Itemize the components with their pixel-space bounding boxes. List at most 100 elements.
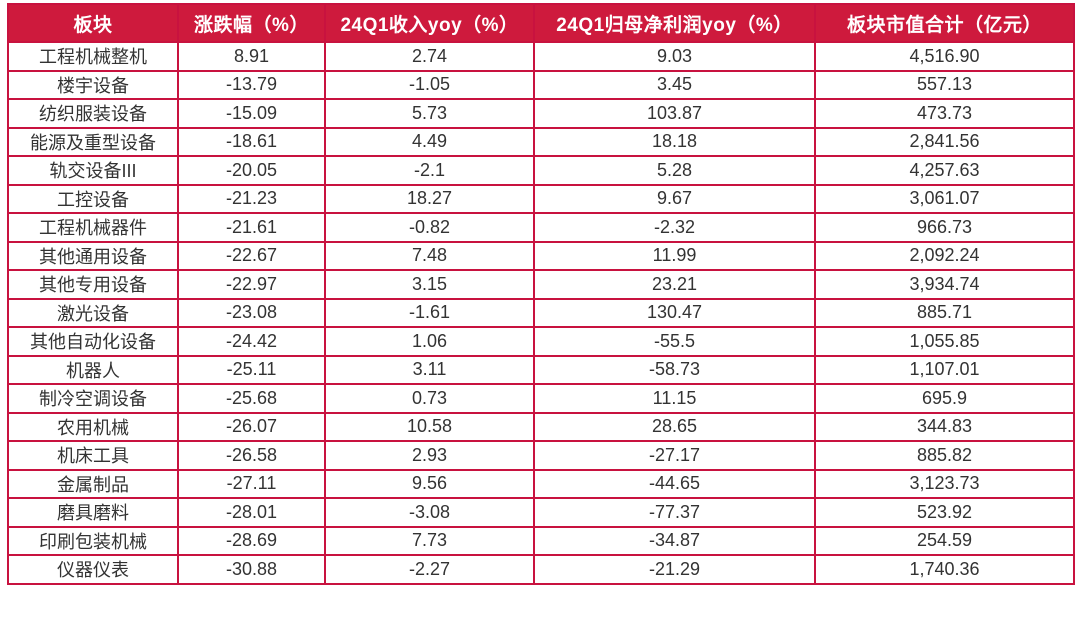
cell-revenue-yoy: 0.73 — [324, 383, 535, 414]
table-row: 激光设备 -23.08 -1.61 130.47 885.71 — [7, 297, 1075, 328]
cell-sector: 楼宇设备 — [7, 69, 179, 100]
cell-revenue-yoy: 2.93 — [324, 440, 535, 471]
table-row: 农用机械 -26.07 10.58 28.65 344.83 — [7, 411, 1075, 442]
cell-change-pct: -22.97 — [177, 269, 326, 300]
cell-net-profit-yoy: 18.18 — [533, 126, 816, 157]
table-row: 纺织服装设备 -15.09 5.73 103.87 473.73 — [7, 98, 1075, 129]
cell-net-profit-yoy: 9.67 — [533, 183, 816, 214]
column-header-change-pct: 涨跌幅（%） — [177, 3, 326, 43]
cell-market-cap: 4,516.90 — [814, 41, 1075, 72]
table-row: 其他专用设备 -22.97 3.15 23.21 3,934.74 — [7, 269, 1075, 300]
column-header-revenue-yoy: 24Q1收入yoy（%） — [324, 3, 535, 43]
cell-revenue-yoy: -1.61 — [324, 297, 535, 328]
cell-market-cap: 344.83 — [814, 411, 1075, 442]
cell-market-cap: 1,055.85 — [814, 326, 1075, 357]
cell-change-pct: -22.67 — [177, 240, 326, 271]
cell-revenue-yoy: -0.82 — [324, 212, 535, 243]
cell-sector: 磨具磨料 — [7, 497, 179, 528]
cell-revenue-yoy: 3.15 — [324, 269, 535, 300]
cell-revenue-yoy: 9.56 — [324, 468, 535, 499]
cell-market-cap: 885.82 — [814, 440, 1075, 471]
cell-revenue-yoy: 18.27 — [324, 183, 535, 214]
cell-market-cap: 1,740.36 — [814, 554, 1075, 585]
table-row: 机器人 -25.11 3.11 -58.73 1,107.01 — [7, 354, 1075, 385]
cell-revenue-yoy: -2.27 — [324, 554, 535, 585]
cell-market-cap: 2,841.56 — [814, 126, 1075, 157]
cell-revenue-yoy: -1.05 — [324, 69, 535, 100]
cell-market-cap: 2,092.24 — [814, 240, 1075, 271]
cell-net-profit-yoy: -27.17 — [533, 440, 816, 471]
cell-change-pct: -15.09 — [177, 98, 326, 129]
table-row: 磨具磨料 -28.01 -3.08 -77.37 523.92 — [7, 497, 1075, 528]
cell-sector: 制冷空调设备 — [7, 383, 179, 414]
cell-market-cap: 885.71 — [814, 297, 1075, 328]
cell-net-profit-yoy: 11.15 — [533, 383, 816, 414]
cell-revenue-yoy: -3.08 — [324, 497, 535, 528]
cell-sector: 其他专用设备 — [7, 269, 179, 300]
column-header-sector: 板块 — [7, 3, 179, 43]
cell-revenue-yoy: 2.74 — [324, 41, 535, 72]
cell-change-pct: -23.08 — [177, 297, 326, 328]
table-row: 机床工具 -26.58 2.93 -27.17 885.82 — [7, 440, 1075, 471]
cell-sector: 农用机械 — [7, 411, 179, 442]
cell-sector: 印刷包装机械 — [7, 525, 179, 556]
cell-market-cap: 1,107.01 — [814, 354, 1075, 385]
table-row: 制冷空调设备 -25.68 0.73 11.15 695.9 — [7, 383, 1075, 414]
table-row: 工控设备 -21.23 18.27 9.67 3,061.07 — [7, 183, 1075, 214]
table-row: 其他自动化设备 -24.42 1.06 -55.5 1,055.85 — [7, 326, 1075, 357]
cell-change-pct: -25.68 — [177, 383, 326, 414]
cell-sector: 机床工具 — [7, 440, 179, 471]
cell-market-cap: 557.13 — [814, 69, 1075, 100]
cell-market-cap: 4,257.63 — [814, 155, 1075, 186]
cell-change-pct: -21.23 — [177, 183, 326, 214]
cell-market-cap: 695.9 — [814, 383, 1075, 414]
table-header-row: 板块 涨跌幅（%） 24Q1收入yoy（%） 24Q1归母净利润yoy（%） 板… — [7, 3, 1075, 43]
cell-change-pct: -28.69 — [177, 525, 326, 556]
table-row: 工程机械器件 -21.61 -0.82 -2.32 966.73 — [7, 212, 1075, 243]
cell-sector: 其他通用设备 — [7, 240, 179, 271]
cell-net-profit-yoy: 103.87 — [533, 98, 816, 129]
cell-sector: 金属制品 — [7, 468, 179, 499]
cell-sector: 仪器仪表 — [7, 554, 179, 585]
cell-revenue-yoy: -2.1 — [324, 155, 535, 186]
cell-net-profit-yoy: 9.03 — [533, 41, 816, 72]
cell-net-profit-yoy: -34.87 — [533, 525, 816, 556]
table-row: 金属制品 -27.11 9.56 -44.65 3,123.73 — [7, 468, 1075, 499]
cell-market-cap: 523.92 — [814, 497, 1075, 528]
cell-change-pct: -18.61 — [177, 126, 326, 157]
cell-change-pct: -30.88 — [177, 554, 326, 585]
cell-change-pct: -28.01 — [177, 497, 326, 528]
cell-market-cap: 966.73 — [814, 212, 1075, 243]
cell-net-profit-yoy: 3.45 — [533, 69, 816, 100]
table-row: 工程机械整机 8.91 2.74 9.03 4,516.90 — [7, 41, 1075, 72]
cell-revenue-yoy: 1.06 — [324, 326, 535, 357]
cell-net-profit-yoy: 23.21 — [533, 269, 816, 300]
table-row: 能源及重型设备 -18.61 4.49 18.18 2,841.56 — [7, 126, 1075, 157]
cell-net-profit-yoy: -2.32 — [533, 212, 816, 243]
cell-sector: 纺织服装设备 — [7, 98, 179, 129]
cell-revenue-yoy: 5.73 — [324, 98, 535, 129]
table-row: 仪器仪表 -30.88 -2.27 -21.29 1,740.36 — [7, 554, 1075, 585]
cell-revenue-yoy: 3.11 — [324, 354, 535, 385]
cell-change-pct: -26.07 — [177, 411, 326, 442]
sector-performance-table: 板块 涨跌幅（%） 24Q1收入yoy（%） 24Q1归母净利润yoy（%） 板… — [7, 3, 1075, 585]
cell-change-pct: -20.05 — [177, 155, 326, 186]
cell-change-pct: -27.11 — [177, 468, 326, 499]
table-row: 楼宇设备 -13.79 -1.05 3.45 557.13 — [7, 69, 1075, 100]
cell-change-pct: -24.42 — [177, 326, 326, 357]
cell-change-pct: -21.61 — [177, 212, 326, 243]
cell-net-profit-yoy: -58.73 — [533, 354, 816, 385]
cell-net-profit-yoy: 11.99 — [533, 240, 816, 271]
cell-net-profit-yoy: 28.65 — [533, 411, 816, 442]
cell-change-pct: -26.58 — [177, 440, 326, 471]
cell-net-profit-yoy: -55.5 — [533, 326, 816, 357]
cell-net-profit-yoy: -77.37 — [533, 497, 816, 528]
cell-revenue-yoy: 10.58 — [324, 411, 535, 442]
cell-net-profit-yoy: -44.65 — [533, 468, 816, 499]
table-row: 印刷包装机械 -28.69 7.73 -34.87 254.59 — [7, 525, 1075, 556]
cell-market-cap: 3,061.07 — [814, 183, 1075, 214]
table-row: 其他通用设备 -22.67 7.48 11.99 2,092.24 — [7, 240, 1075, 271]
cell-market-cap: 254.59 — [814, 525, 1075, 556]
cell-sector: 工程机械整机 — [7, 41, 179, 72]
